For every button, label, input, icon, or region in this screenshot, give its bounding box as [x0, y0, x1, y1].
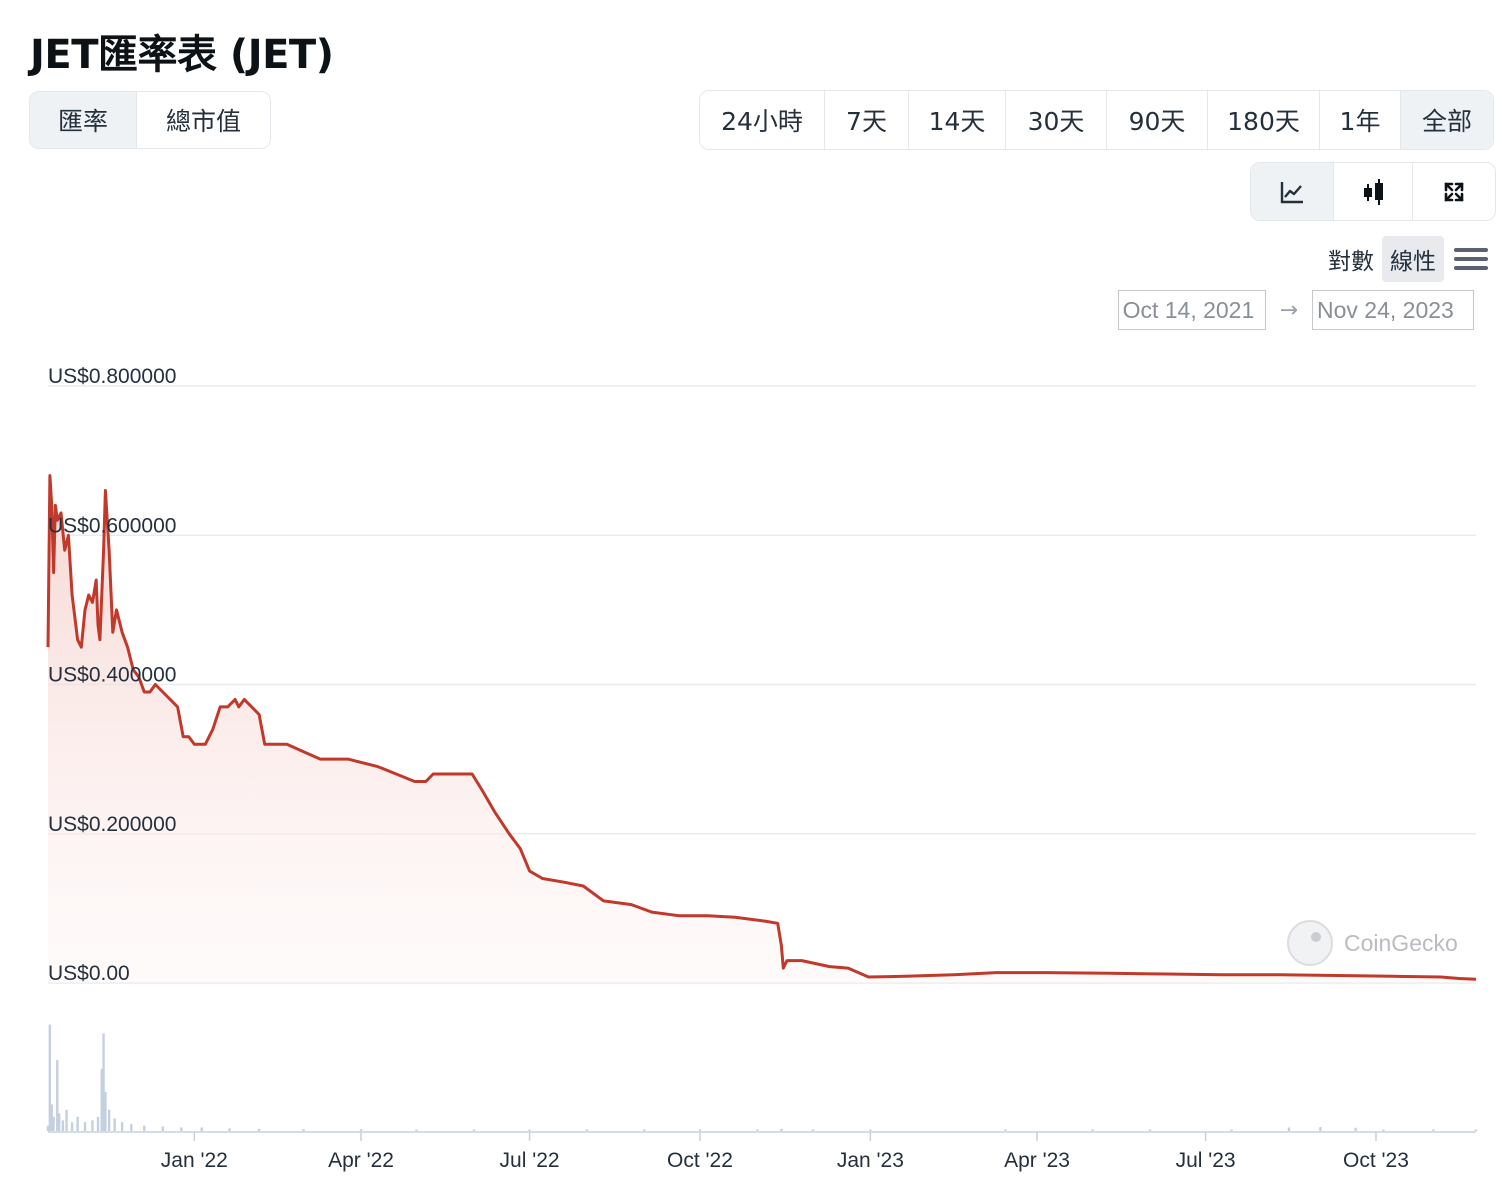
- volume-bar: [56, 1060, 59, 1131]
- date-from-field[interactable]: Oct 14, 2021: [1117, 290, 1266, 330]
- candlestick-button[interactable]: [1334, 163, 1413, 220]
- volume-bar: [107, 1109, 111, 1131]
- page-title: JET匯率表 (JET): [30, 32, 334, 78]
- date-range: Oct 14, 2021 → Nov 24, 2023: [1117, 290, 1474, 330]
- volume-bar: [76, 1116, 79, 1131]
- volume-bar: [869, 1129, 872, 1131]
- x-tick-label: Jul '23: [1176, 1149, 1236, 1172]
- line-chart-icon: [1280, 181, 1303, 203]
- x-tick-label: Apr '23: [1004, 1149, 1070, 1172]
- volume-bar: [96, 1116, 100, 1131]
- y-tick-label: US$0.800000: [48, 365, 176, 388]
- volume-bar: [104, 1091, 107, 1131]
- range-all-button[interactable]: 全部: [1401, 91, 1493, 149]
- x-tick-label: Jan '22: [161, 1149, 228, 1172]
- volume-bar: [472, 1129, 476, 1131]
- x-tick-label: Jul '22: [500, 1149, 560, 1172]
- metric-toggle: 匯率 總市值: [29, 91, 271, 149]
- volume-bar: [120, 1122, 124, 1131]
- gecko-logo-icon: [1287, 920, 1333, 966]
- volume-bar: [359, 1129, 363, 1131]
- volume-bar: [102, 1033, 105, 1131]
- expand-icon: [1444, 182, 1464, 201]
- hamburger-menu-icon[interactable]: [1454, 242, 1488, 276]
- y-tick-label: US$0.400000: [48, 664, 176, 687]
- price-line: [46, 474, 1477, 981]
- price-area: [48, 475, 1476, 983]
- y-tick-label: US$0.200000: [48, 813, 176, 836]
- range-7d-button[interactable]: 7天: [825, 91, 909, 149]
- volume-bar: [698, 1129, 702, 1131]
- arrow-right-icon: →: [1279, 297, 1298, 323]
- range-180d-button[interactable]: 180天: [1208, 91, 1320, 149]
- volume-bar: [228, 1128, 231, 1131]
- volume-bar: [61, 1120, 65, 1131]
- volume-bar: [257, 1128, 261, 1131]
- volume-bar: [180, 1127, 183, 1131]
- volume-bar: [200, 1127, 203, 1131]
- x-tick-label: Oct '23: [1343, 1149, 1409, 1172]
- volume-bar: [1230, 1129, 1233, 1131]
- coingecko-watermark: CoinGecko: [1287, 920, 1458, 966]
- volume-bar: [50, 1104, 53, 1131]
- volume-bar: [83, 1122, 87, 1131]
- volume-bar: [130, 1123, 133, 1131]
- volume-bar: [780, 1128, 783, 1131]
- x-tick-label: Oct '22: [667, 1149, 733, 1172]
- volume-bar: [91, 1120, 94, 1131]
- volume-bar: [161, 1126, 165, 1131]
- volume-bar: [1148, 1129, 1152, 1131]
- volume-bar: [415, 1129, 418, 1131]
- tab-price[interactable]: 匯率: [30, 92, 137, 148]
- x-tick-label: Apr '22: [328, 1149, 394, 1172]
- volume-bar: [811, 1129, 815, 1131]
- volume-bar: [70, 1122, 74, 1131]
- line-chart-button[interactable]: [1251, 163, 1334, 220]
- tab-market-cap[interactable]: 總市值: [137, 92, 270, 148]
- volume-bar: [585, 1129, 589, 1131]
- volume-bar: [65, 1109, 68, 1131]
- date-to-field[interactable]: Nov 24, 2023: [1312, 290, 1474, 330]
- candlestick-icon: [1364, 178, 1383, 205]
- volume-bar: [113, 1118, 116, 1131]
- volume-bar: [143, 1125, 146, 1131]
- volume-bar: [52, 1116, 55, 1131]
- volume-bar: [302, 1129, 305, 1131]
- scale-selector: 對數 線性: [1320, 236, 1488, 282]
- y-tick-label: US$0.00: [48, 962, 130, 985]
- volume-bar: [1354, 1127, 1357, 1131]
- gecko-eye-icon: [1311, 932, 1321, 942]
- volume-bar: [643, 1129, 646, 1131]
- range-1y-button[interactable]: 1年: [1320, 91, 1401, 149]
- log-scale-button[interactable]: 對數: [1328, 249, 1374, 275]
- range-24h-button[interactable]: 24小時: [700, 91, 825, 149]
- volume-bar: [57, 1113, 61, 1131]
- volume-bar: [1004, 1129, 1007, 1131]
- volume-bar: [100, 1068, 103, 1131]
- volume-bar: [756, 1129, 759, 1131]
- volume-bar: [1091, 1129, 1094, 1131]
- volume-bar: [1319, 1127, 1322, 1131]
- watermark-text: CoinGecko: [1344, 930, 1458, 956]
- volume-bar: [48, 1024, 52, 1131]
- expand-button[interactable]: [1413, 163, 1495, 220]
- x-tick-label: Jan '23: [837, 1149, 904, 1172]
- volume-bar: [528, 1129, 531, 1131]
- volume-bar: [1382, 1129, 1385, 1131]
- volume-bar: [46, 1125, 50, 1131]
- volume-bar: [1432, 1129, 1435, 1131]
- y-tick-label: US$0.600000: [48, 514, 176, 537]
- chart-view-toggle: [1250, 162, 1496, 221]
- time-range-toggle: 24小時 7天 14天 30天 90天 180天 1年 全部: [699, 90, 1494, 150]
- linear-scale-button[interactable]: 線性: [1382, 236, 1444, 282]
- range-30d-button[interactable]: 30天: [1006, 91, 1107, 149]
- range-14d-button[interactable]: 14天: [909, 91, 1006, 149]
- volume-bar: [1474, 1129, 1478, 1131]
- range-90d-button[interactable]: 90天: [1107, 91, 1208, 149]
- volume-bar: [1287, 1127, 1291, 1131]
